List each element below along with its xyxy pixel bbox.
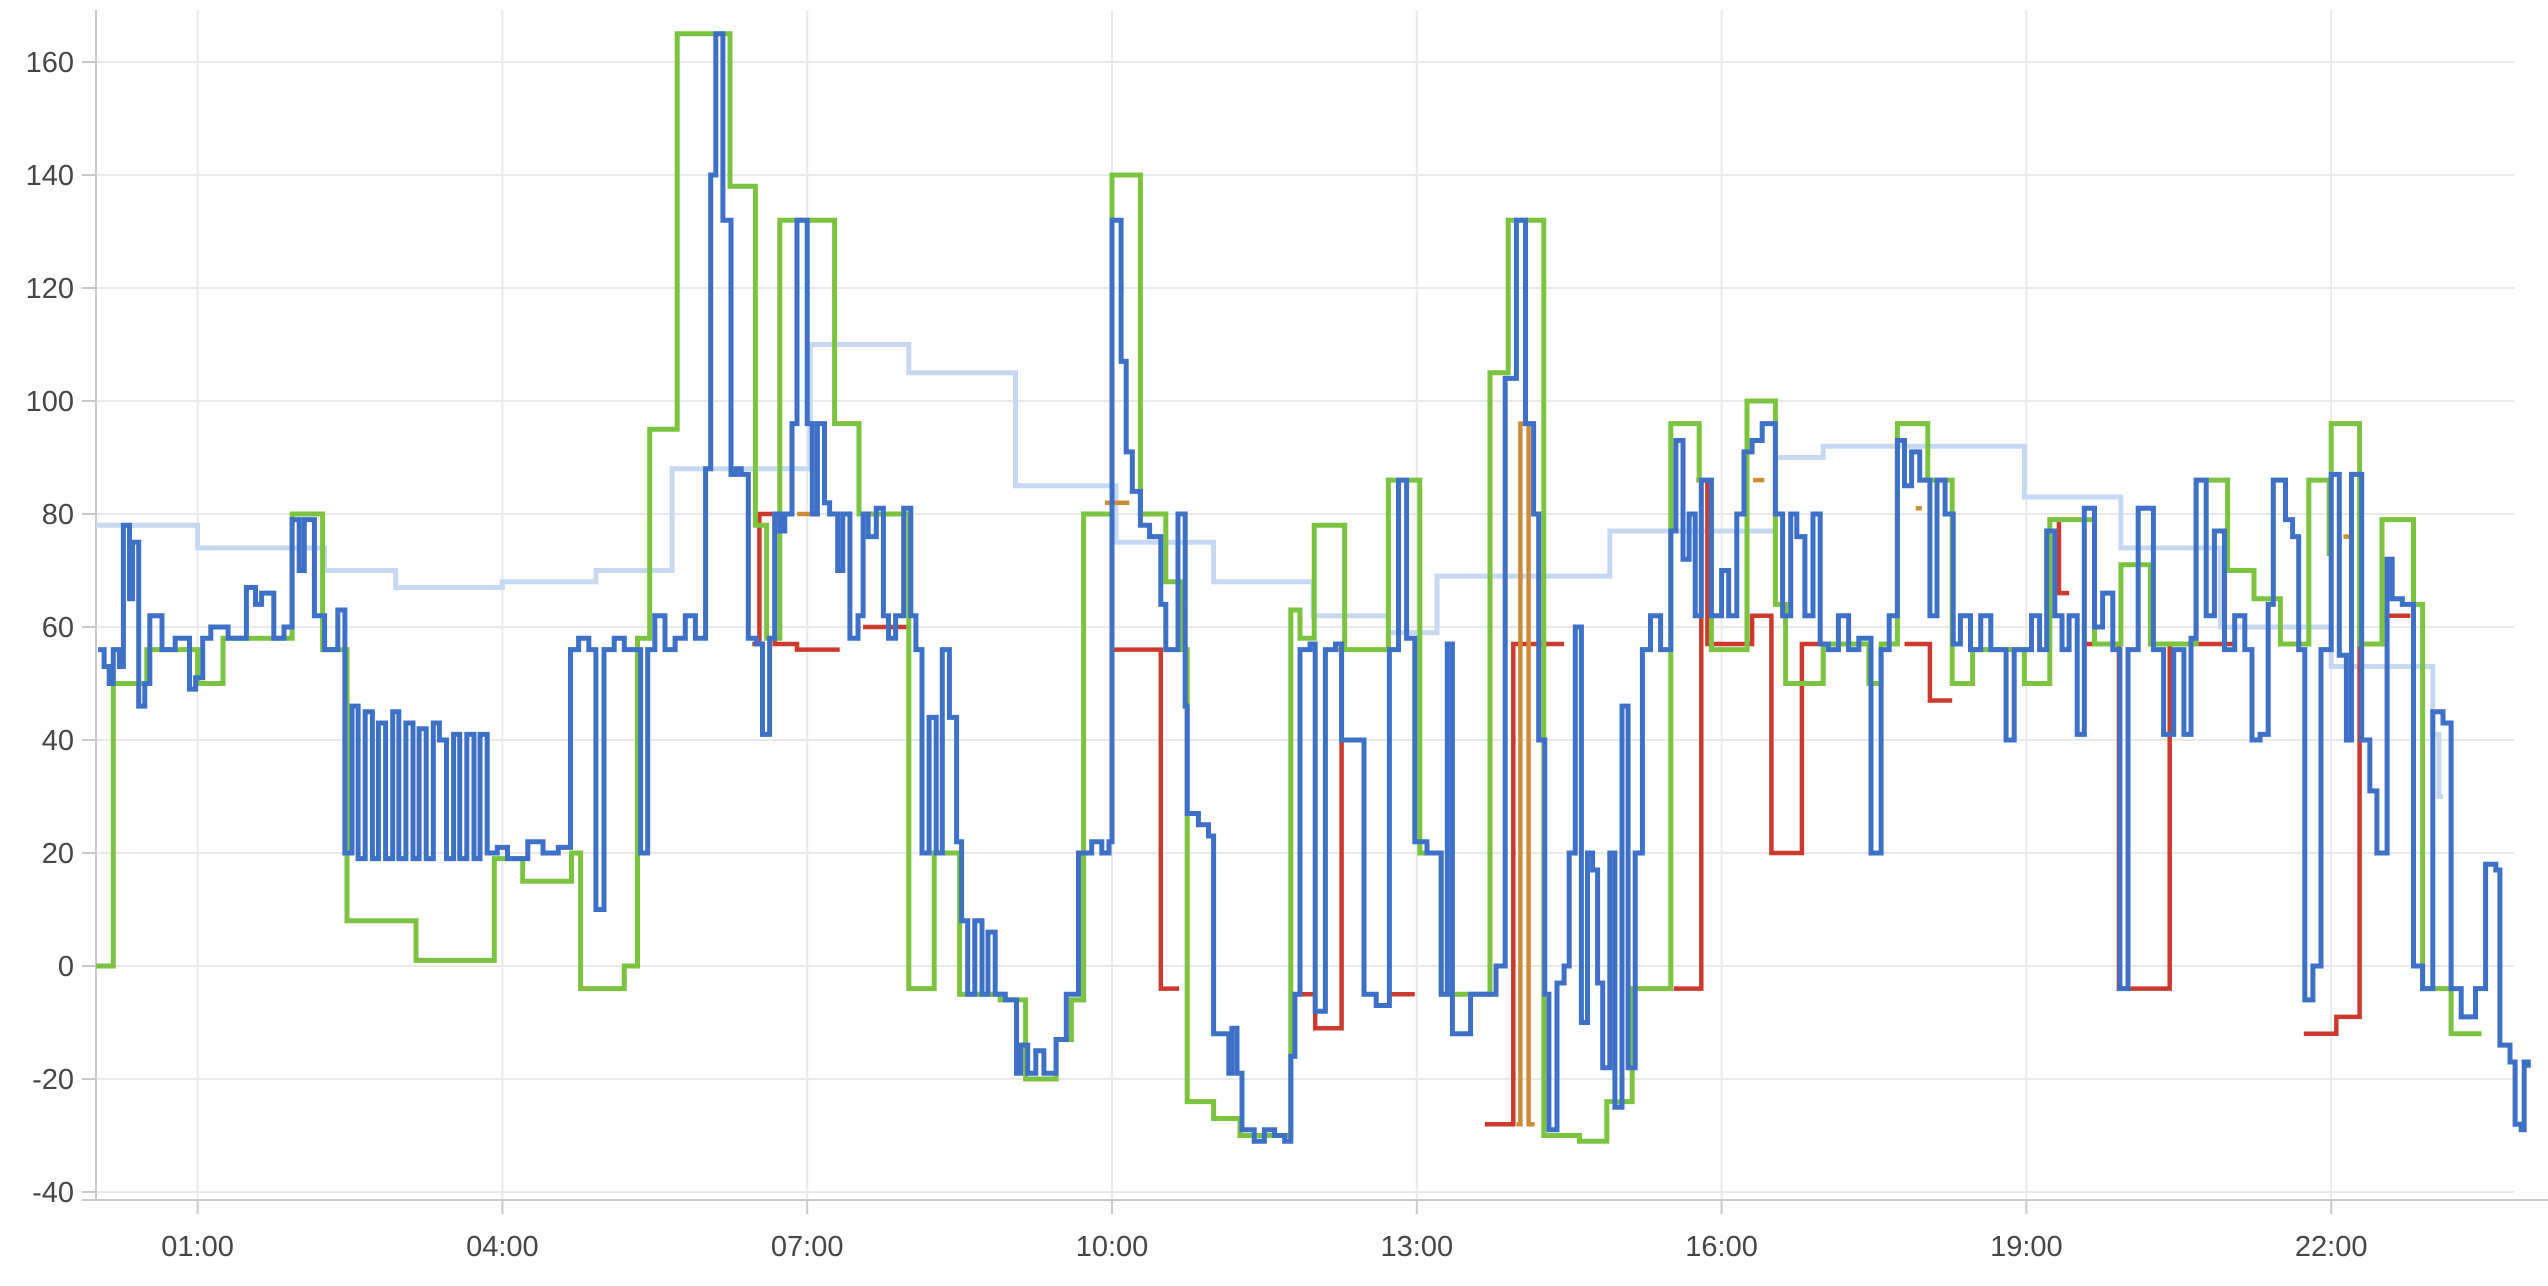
- x-axis-tick-label: 04:00: [466, 1231, 539, 1263]
- x-axis-tick-label: 10:00: [1076, 1231, 1149, 1263]
- series-red-line: [1484, 641, 1565, 1127]
- y-axis-tick-label: -40: [32, 1177, 74, 1209]
- series-green-line: [96, 31, 2482, 1144]
- y-axis-tick-label: 0: [58, 951, 74, 983]
- y-axis-tick-label: 120: [26, 273, 74, 305]
- series-red-line: [1904, 641, 1953, 703]
- y-axis-tick-label: -20: [32, 1064, 74, 1096]
- series-blue-line: [98, 31, 2531, 1144]
- y-axis-tick-label: 100: [26, 386, 74, 418]
- x-axis-tick-label: 13:00: [1381, 1231, 1454, 1263]
- series-red-line: [2082, 641, 2235, 991]
- y-axis-tick-label: 80: [42, 499, 74, 531]
- x-axis-tick-label: 01:00: [161, 1231, 234, 1263]
- y-axis-tick-label: 140: [26, 160, 74, 192]
- y-axis-tick-label: 60: [42, 612, 74, 644]
- x-axis-tick-label: 22:00: [2295, 1231, 2368, 1263]
- series-orange-line: [1516, 421, 1535, 1127]
- series-red-line: [1112, 647, 1180, 991]
- y-axis-tick-label: 40: [42, 725, 74, 757]
- series-baseline-light-blue-line: [96, 342, 2443, 799]
- x-axis-tick-label: 07:00: [771, 1231, 844, 1263]
- y-axis-tick-label: 20: [42, 838, 74, 870]
- x-axis-tick-label: 19:00: [1990, 1231, 2063, 1263]
- x-axis-tick-label: 16:00: [1685, 1231, 1758, 1263]
- y-axis-tick-label: 160: [26, 47, 74, 79]
